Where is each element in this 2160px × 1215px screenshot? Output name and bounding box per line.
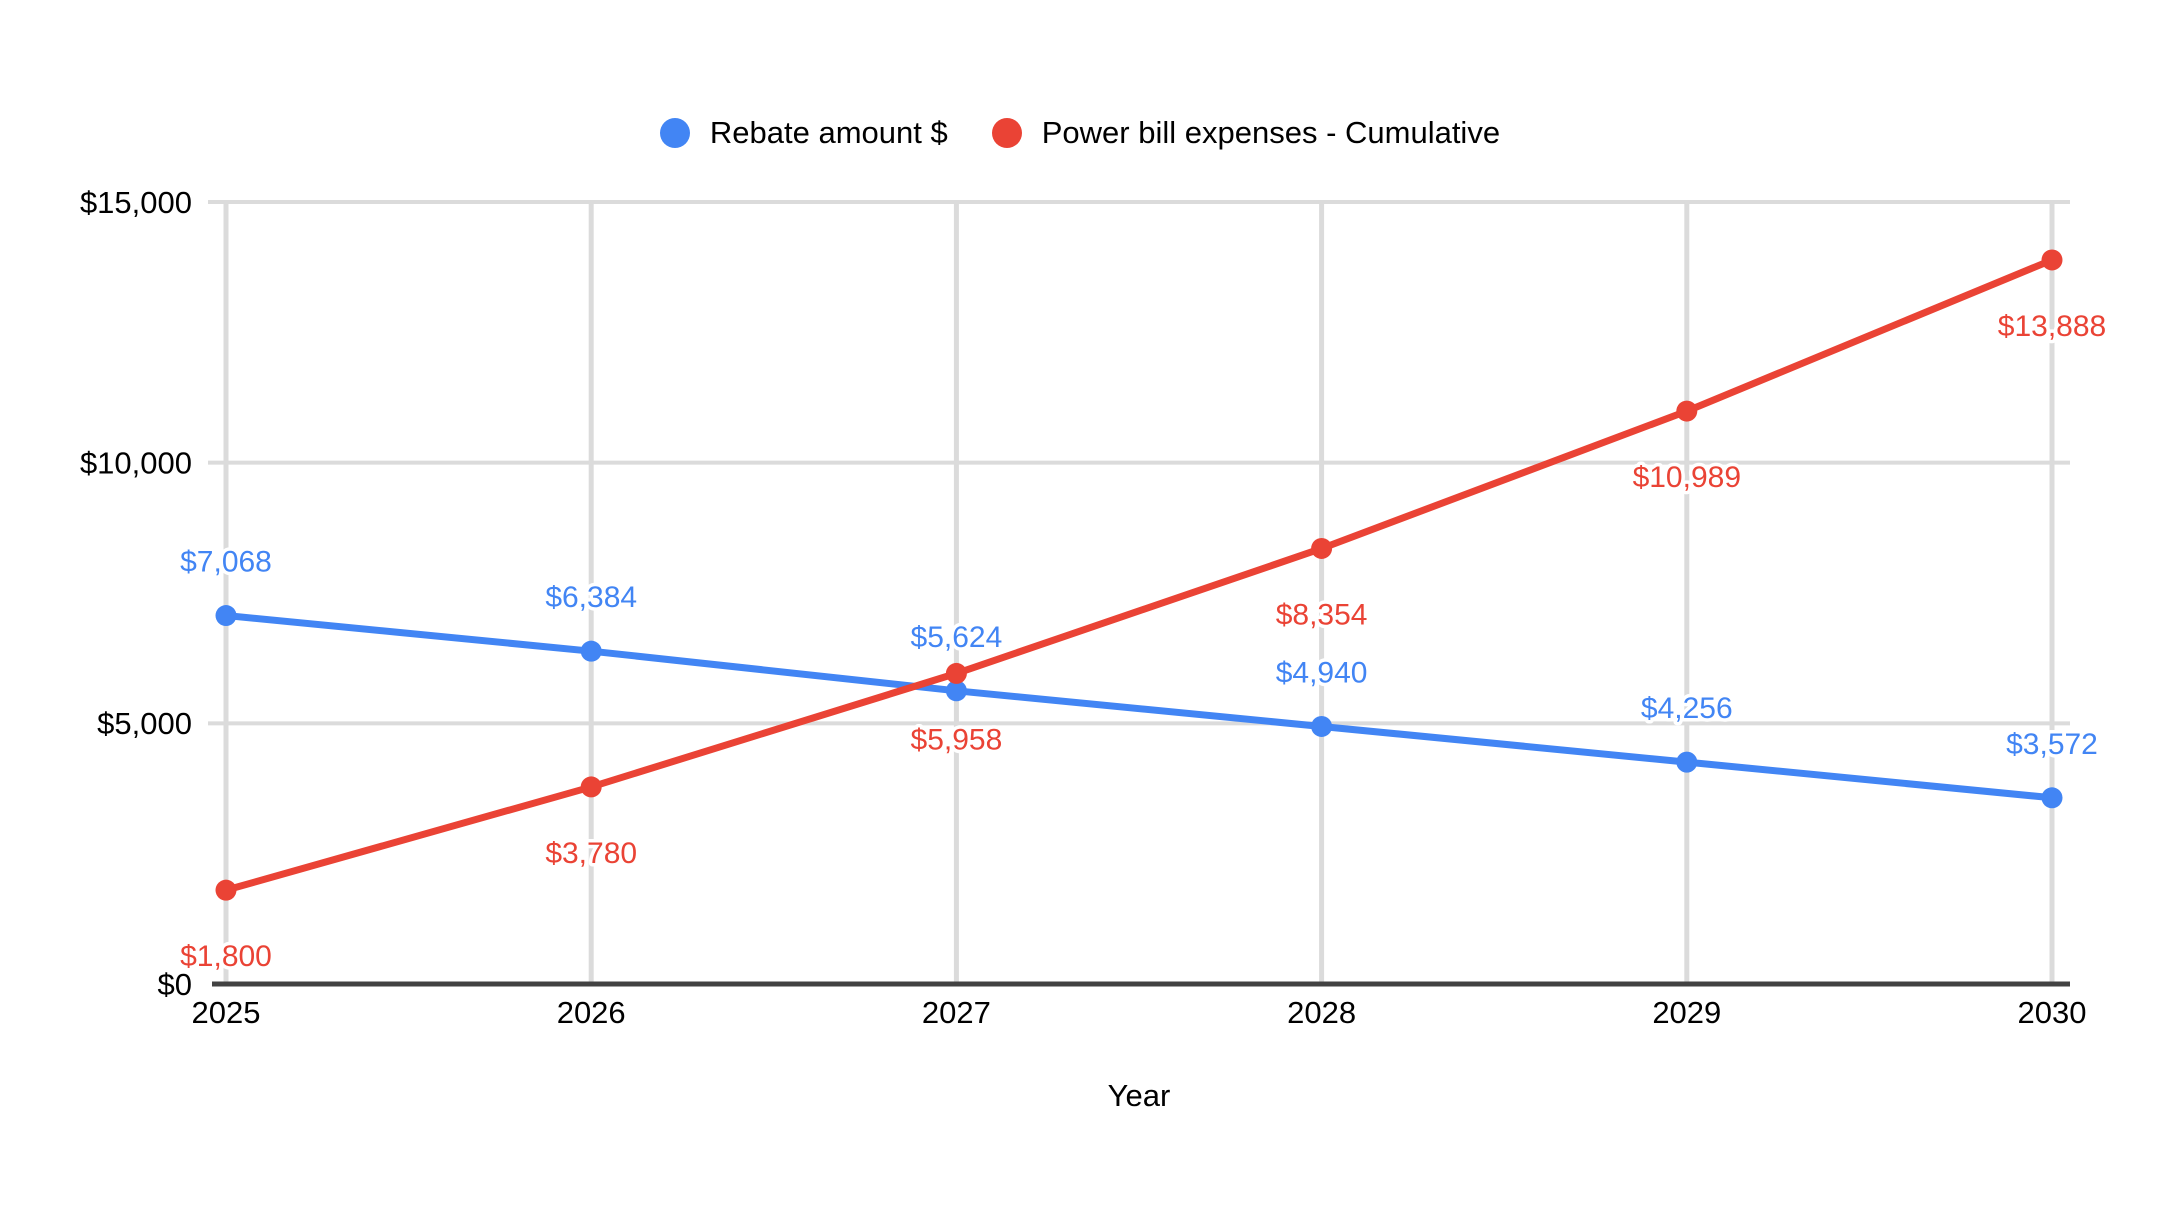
data-point-1-2029[interactable] <box>1676 400 1698 422</box>
data-point-0-2027[interactable] <box>945 680 967 702</box>
series-line-1[interactable] <box>222 256 2056 894</box>
data-label-0-2028: $4,940 <box>1276 656 1368 689</box>
x-axis-title: Year <box>1108 1078 1171 1113</box>
x-tick-label: 2026 <box>557 995 626 1030</box>
data-label-0-2029: $4,256 <box>1641 692 1733 725</box>
data-point-0-2030[interactable] <box>2041 787 2063 809</box>
x-tick-label: 2029 <box>1652 995 1721 1030</box>
legend-item-rebate-amount[interactable]: Rebate amount $ <box>659 115 948 151</box>
data-label-1-2027: $5,958 <box>911 723 1003 756</box>
data-label-1-2025: $1,800 <box>180 940 272 973</box>
y-tick-label: $0 <box>158 967 192 1002</box>
data-point-1-2025[interactable] <box>215 879 237 901</box>
data-point-0-2029[interactable] <box>1676 751 1698 773</box>
legend-item-power-bill-expenses[interactable]: Power bill expenses - Cumulative <box>991 115 1501 151</box>
data-label-0-2027: $5,624 <box>911 621 1003 654</box>
data-point-0-2025[interactable] <box>215 605 237 627</box>
legend-dot-rebate-icon <box>659 118 690 148</box>
series-line-0[interactable] <box>222 612 2056 802</box>
legend-label-power-bill-expenses: Power bill expenses - Cumulative <box>1041 115 1501 150</box>
data-label-0-2030: $3,572 <box>2006 728 2098 761</box>
y-tick-label: $15,000 <box>80 185 192 220</box>
data-label-0-2025: $7,068 <box>180 546 272 579</box>
x-tick-label: 2027 <box>922 995 991 1030</box>
data-point-0-2026[interactable] <box>580 640 602 662</box>
legend-dot-power-bill-icon <box>991 118 1022 148</box>
data-point-1-2028[interactable] <box>1311 537 1333 559</box>
data-label-1-2029: $10,989 <box>1633 461 1741 494</box>
data-label-1-2030: $13,888 <box>1998 310 2106 343</box>
x-tick-label: 2025 <box>192 995 261 1030</box>
x-tick-label: 2030 <box>2018 995 2087 1030</box>
y-tick-label: $10,000 <box>80 446 192 481</box>
data-label-1-2028: $8,354 <box>1276 598 1368 631</box>
data-point-1-2027[interactable] <box>945 662 967 684</box>
data-point-1-2026[interactable] <box>580 776 602 798</box>
y-tick-label: $5,000 <box>97 706 192 741</box>
data-point-0-2028[interactable] <box>1311 715 1333 737</box>
data-label-1-2026: $3,780 <box>545 837 637 870</box>
data-label-0-2026: $6,384 <box>545 581 637 614</box>
x-tick-label: 2028 <box>1287 995 1356 1030</box>
data-point-1-2030[interactable] <box>2041 249 2063 271</box>
legend-label-rebate-amount: Rebate amount $ <box>709 115 948 150</box>
chart-legend: Rebate amount $ Power bill expenses - Cu… <box>0 112 2160 154</box>
